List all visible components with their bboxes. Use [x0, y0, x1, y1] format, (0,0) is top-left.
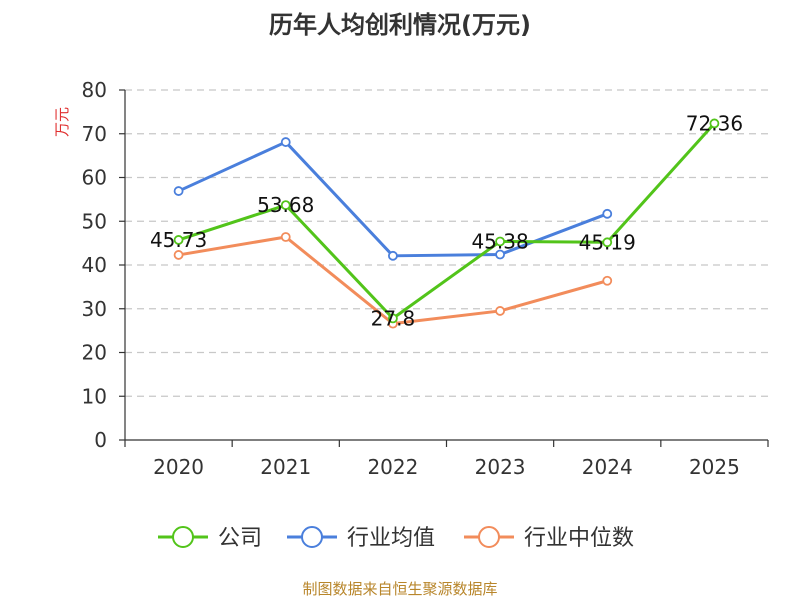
- series-layer: [173, 118, 720, 329]
- data-point: [709, 118, 720, 129]
- data-point: [280, 200, 291, 211]
- grid-lines: [125, 89, 768, 397]
- y-tick-label: 10: [82, 384, 107, 408]
- y-tick-label: 80: [82, 78, 107, 102]
- source-note: 制图数据来自恒生聚源数据库: [302, 580, 497, 598]
- legend[interactable]: 公司 行业均值 行业中位数: [158, 526, 634, 551]
- y-tick-label: 40: [82, 253, 107, 277]
- x-tick-label: 2023: [475, 455, 526, 479]
- legend-swatch-marker: [172, 526, 194, 548]
- legend-swatch-marker: [478, 526, 500, 548]
- x-tick-label: 2022: [367, 455, 418, 479]
- y-tick-label: 20: [82, 341, 107, 365]
- data-label: 45.19: [579, 230, 636, 254]
- y-axis-label: 万元: [53, 107, 71, 137]
- y-tick-label: 30: [82, 297, 107, 321]
- data-point: [602, 208, 613, 219]
- series-line-0: [178, 122, 716, 320]
- data-label: 72.36: [686, 111, 743, 135]
- data-point: [495, 249, 505, 260]
- data-label: 45.38: [471, 229, 528, 253]
- data-point: [602, 275, 613, 286]
- legend-label: 行业均值: [347, 526, 435, 551]
- data-point: [495, 236, 505, 247]
- legend-item[interactable]: 行业均值: [287, 526, 435, 551]
- data-label: 53.68: [257, 193, 314, 217]
- series-line-1: [177, 140, 608, 258]
- data-point: [173, 235, 184, 245]
- legend-label: 公司: [218, 526, 262, 551]
- data-label: 27.8: [371, 306, 416, 330]
- x-tick-label: 2020: [153, 455, 204, 479]
- legend-item[interactable]: 公司: [158, 526, 262, 551]
- y-tick-label: 50: [82, 209, 107, 233]
- data-point: [280, 232, 291, 242]
- y-tick-label: 70: [82, 122, 107, 146]
- data-point: [495, 306, 505, 316]
- x-tick-label: 2024: [582, 455, 633, 479]
- data-point: [173, 186, 184, 196]
- data-label: 45.73: [150, 228, 207, 252]
- data-point: [388, 250, 398, 261]
- data-point: [602, 237, 613, 248]
- legend-swatch-marker: [301, 526, 323, 548]
- y-tick-label: 60: [82, 166, 107, 190]
- data-labels: 45.73 53.68 27.8 45.38 45.19 72.36: [150, 111, 743, 330]
- legend-item[interactable]: 行业中位数: [464, 526, 634, 551]
- data-point: [388, 313, 398, 324]
- y-axis: 0 10 20 30 40 50 60 70 80: [82, 78, 126, 452]
- x-tick-label: 2025: [689, 455, 740, 479]
- data-point: [173, 250, 184, 260]
- chart-title: 历年人均创利情况(万元): [269, 11, 531, 39]
- x-axis: 2020 2021 2022 2023 2024 2025: [124, 439, 769, 479]
- y-tick-label: 0: [94, 428, 107, 452]
- x-tick-label: 2021: [260, 455, 311, 479]
- data-point: [280, 137, 291, 147]
- legend-label: 行业中位数: [524, 526, 634, 551]
